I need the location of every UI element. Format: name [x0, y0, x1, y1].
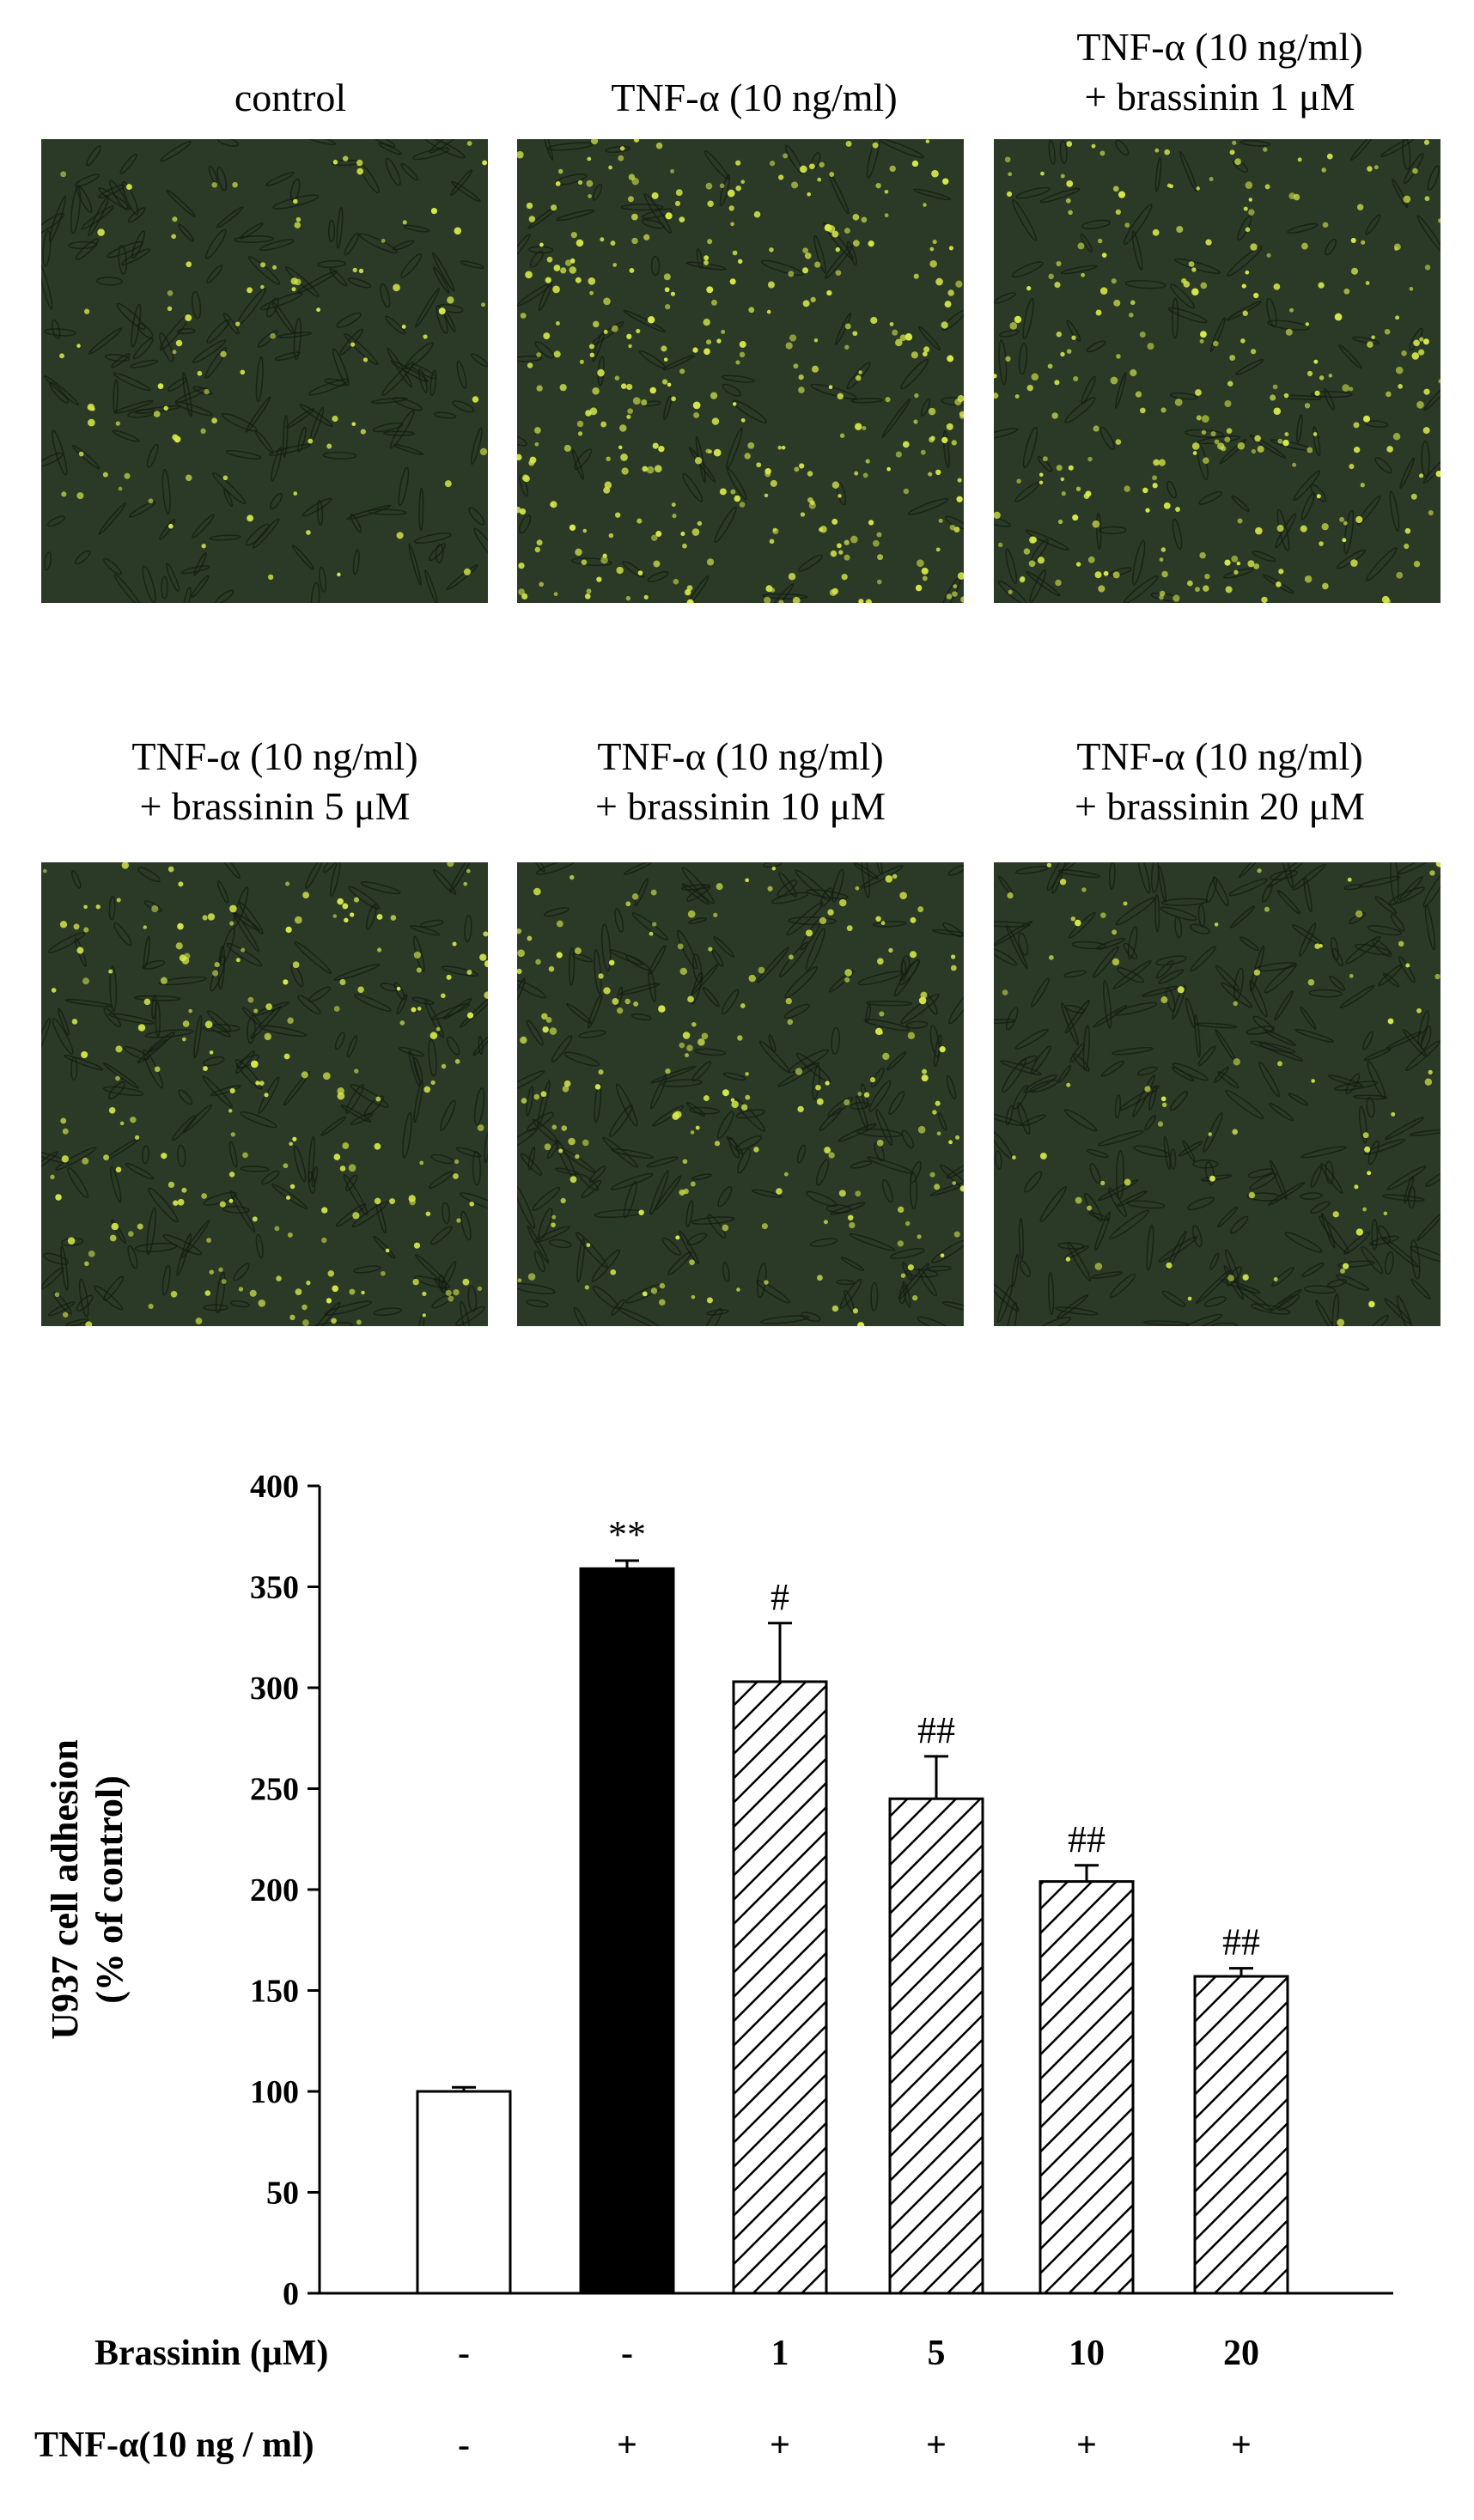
brassinin-row-label: Brassinin (μM): [94, 2334, 328, 2373]
brassinin-dose-label: -: [458, 2334, 470, 2373]
tnf-treatment-label: +: [1076, 2426, 1097, 2465]
panel-title-line1: TNF-α (10 ng/ml): [597, 734, 884, 778]
y-tick-label: 400: [250, 1469, 299, 1505]
brassinin-dose-label: 10: [1069, 2334, 1105, 2373]
tnf-row-label: TNF-α(10 ng / ml): [34, 2426, 314, 2465]
brassinin-dose-label: 1: [771, 2334, 789, 2373]
tnf-treatment-label: +: [1231, 2426, 1252, 2465]
adhered-u937-cells: [517, 139, 964, 603]
panel-title-line1: TNF-α (10 ng/ml): [1076, 734, 1363, 778]
brassinin-dose-label: 5: [928, 2334, 946, 2373]
bar: [732, 1680, 828, 2295]
panel-title-tnf: TNF-α (10 ng/ml): [514, 73, 995, 123]
panel-title-line2: + brassinin 5 μM: [139, 784, 411, 828]
brassinin-dose-label: 20: [1223, 2334, 1259, 2373]
panel-title-tnf-brassinin-10: TNF-α (10 ng/ml) + brassinin 10 μM: [500, 732, 981, 831]
panel-title-line2: + brassinin 20 μM: [1074, 784, 1366, 828]
micrograph-control: [41, 139, 488, 603]
panel-title-line1: control: [234, 76, 347, 119]
micrograph-tnf: [517, 139, 964, 603]
bar: [579, 1567, 675, 2295]
micrograph-tnf-brassinin-20: [994, 862, 1440, 1326]
significance-label: **: [608, 1513, 646, 1555]
panel-title-line1: TNF-α (10 ng/ml): [611, 76, 898, 119]
tnf-treatment-label: +: [926, 2426, 947, 2465]
micrograph-background: [517, 862, 964, 1326]
bar: [1038, 1880, 1135, 2295]
brassinin-dose-label: -: [621, 2334, 633, 2373]
adhered-u937-cells: [42, 862, 488, 1326]
adhesion-bar-chart: 0 50 100 150 200 250 300 350 400 U937 cell adhesi…: [34, 1469, 1393, 2465]
adhered-u937-cells: [59, 141, 488, 581]
y-tick-label: 200: [250, 1872, 299, 1908]
y-tick-label: 350: [250, 1570, 299, 1606]
bar: [416, 2090, 512, 2295]
endothelial-cells: [517, 139, 964, 603]
tnf-treatment-label: +: [770, 2426, 790, 2465]
panel-title-tnf-brassinin-5: TNF-α (10 ng/ml) + brassinin 5 μM: [34, 732, 515, 831]
panel-title-line1: TNF-α (10 ng/ml): [1076, 25, 1363, 69]
panel-title-line2: + brassinin 1 μM: [1084, 75, 1355, 119]
y-axis-title: U937 cell adhesion(% of control): [44, 1739, 131, 2040]
significance-label: ##: [917, 1709, 955, 1751]
tnf-treatment-label: +: [617, 2426, 637, 2465]
y-tick-label: 250: [250, 1772, 299, 1808]
y-tick-label: 300: [250, 1671, 299, 1707]
bar: [1193, 1975, 1289, 2295]
micrograph-tnf-brassinin-10: [517, 862, 964, 1326]
micrograph-background: [517, 139, 964, 603]
y-tick-label: 100: [250, 2074, 299, 2110]
significance-label: ##: [1222, 1921, 1260, 1963]
adhered-u937-cells: [517, 866, 964, 1326]
micrograph-background: [994, 139, 1440, 603]
micrograph-tnf-brassinin-1: [994, 139, 1440, 603]
panel-title-tnf-brassinin-20: TNF-α (10 ng/ml) + brassinin 20 μM: [979, 732, 1460, 831]
significance-label: #: [770, 1576, 789, 1618]
endothelial-cells: [517, 862, 964, 1326]
panel-title-line1: TNF-α (10 ng/ml): [131, 734, 418, 778]
y-tick-label: 150: [250, 1974, 299, 2010]
micrograph-tnf-brassinin-5: [41, 862, 488, 1326]
endothelial-cells: [994, 139, 1440, 603]
endothelial-cells: [994, 862, 1440, 1326]
tnf-treatment-label: -: [458, 2426, 470, 2465]
y-tick-label: 0: [283, 2276, 299, 2312]
bar: [888, 1797, 984, 2295]
y-tick-label: 50: [266, 2176, 299, 2212]
adhered-u937-cells: [994, 139, 1440, 603]
panel-title-line2: + brassinin 10 μM: [594, 784, 886, 828]
panel-title-tnf-brassinin-1: TNF-α (10 ng/ml) + brassinin 1 μM: [979, 22, 1460, 122]
adhered-u937-cells: [1002, 862, 1440, 1326]
panel-title-control: control: [50, 73, 531, 123]
significance-label: ##: [1068, 1818, 1106, 1860]
